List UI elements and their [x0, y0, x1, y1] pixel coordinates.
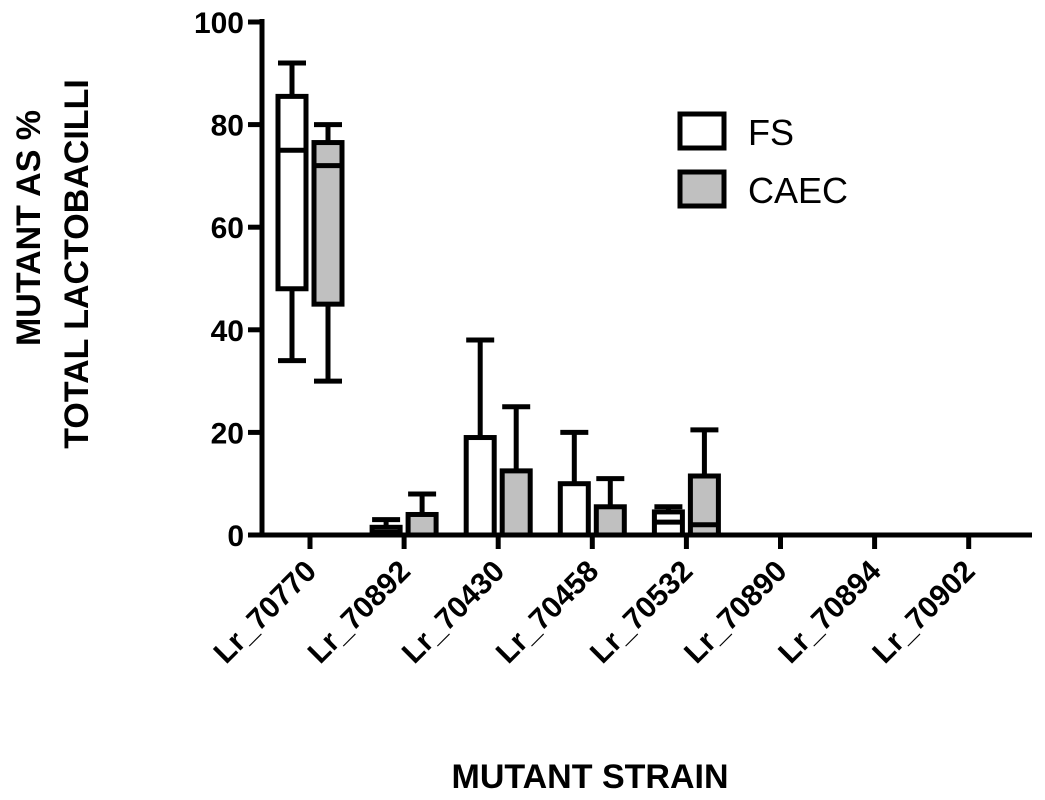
x-tick-label: Lr_70532 [584, 555, 699, 670]
box-fs-Lr_70532 [651, 504, 685, 538]
box-fs-Lr_70458 [557, 429, 591, 538]
y-tick-label: 80 [211, 110, 244, 143]
box-fs-Lr_70770 [275, 60, 309, 364]
box-fs-Lr_70430 [463, 337, 497, 538]
y-tick-label: 100 [194, 7, 244, 40]
box-caec-Lr_70770 [311, 122, 345, 384]
x-tick-label: Lr_70902 [866, 555, 981, 670]
x-axis-title: MUTANT STRAIN [452, 758, 729, 796]
legend-label-caec: CAEC [748, 170, 848, 211]
box-caec-Lr_70892 [405, 491, 439, 538]
plot-area: 020406080100Lr_70770Lr_70892Lr_70430Lr_7… [194, 7, 1032, 670]
y-axis-title-line-1: MUTANT AS % [10, 110, 48, 346]
box-caec-Lr_70458 [593, 476, 627, 538]
x-tick-label: Lr_70770 [208, 555, 323, 670]
legend: FS CAEC [677, 111, 848, 211]
box-body [463, 435, 497, 538]
y-tick-label: 0 [227, 520, 244, 553]
y-axis-title-line-2: TOTAL LACTOBACILLI [58, 79, 96, 449]
box-caec-Lr_70532 [687, 427, 721, 538]
x-tick-label: Lr_70458 [490, 555, 605, 670]
box-body [499, 468, 533, 538]
box-body [593, 504, 627, 538]
legend-label-fs: FS [748, 112, 794, 153]
legend-swatch-caec [677, 169, 727, 209]
x-tick-label: Lr_70430 [396, 555, 511, 670]
x-tick-label: Lr_70892 [302, 555, 417, 670]
box-body [557, 481, 591, 538]
y-tick-label: 60 [211, 212, 244, 245]
box-fs-Lr_70892 [369, 517, 403, 538]
x-tick-label: Lr_70890 [678, 555, 793, 670]
y-tick-label: 40 [211, 315, 244, 348]
x-tick-label: Lr_70894 [772, 554, 888, 670]
box-caec-Lr_70430 [499, 404, 533, 538]
y-tick-label: 20 [211, 417, 244, 450]
box-body [275, 93, 309, 292]
box-body [405, 511, 439, 538]
box-body [311, 140, 345, 307]
y-axis-title: MUTANT AS % TOTAL LACTOBACILLI [10, 79, 96, 449]
legend-swatch-fs [677, 111, 727, 151]
